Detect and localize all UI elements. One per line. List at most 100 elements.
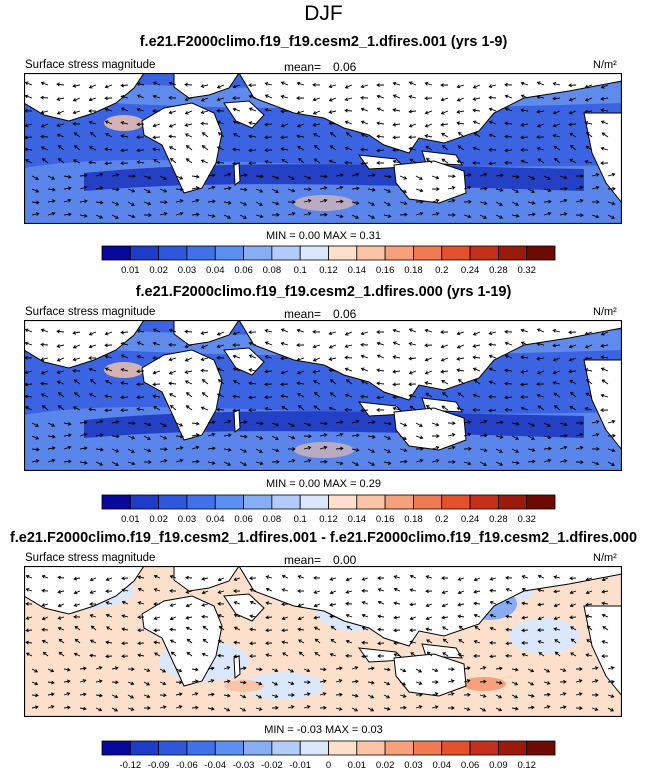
stress-vector-head [441,590,446,595]
stress-vector [120,331,129,334]
stress-vector [175,435,184,438]
stress-vector-head [339,432,344,437]
stress-vector-head [568,110,573,115]
land-mass [393,160,467,204]
stress-vector-head [120,94,125,99]
stress-vector-head [392,122,397,127]
stress-vector-head [355,201,360,205]
stress-vector-head [307,422,312,427]
stress-vector [120,84,129,87]
stress-vector-head [168,146,173,150]
stress-vector-head [328,368,332,373]
stress-vector [281,159,289,164]
colorbar-tick-label: 0.02 [149,265,168,276]
stress-vector-head [100,447,104,452]
stress-vector [409,394,417,398]
stress-vector-head [408,328,413,332]
stress-vector-head [162,681,167,686]
stress-vector [154,616,161,620]
stress-vector-head [66,679,71,684]
stress-vector-head [57,603,62,608]
stress-vector [511,448,519,453]
stress-vector [607,214,615,219]
stress-vector-head [386,681,391,686]
stress-vector [393,123,401,126]
stress-vector-head [297,146,301,150]
stress-vector-head [136,382,140,387]
stress-vector-head [131,461,136,466]
stress-vector-head [569,603,574,608]
stress-vector [601,109,609,112]
stress-vector [351,707,358,712]
stress-vector-head [312,344,317,349]
stress-vector-head [281,640,286,645]
stress-vector [495,201,503,206]
stress-vector [559,668,566,672]
stress-vector-head [472,393,477,398]
stress-vector-head [56,358,61,362]
stress-vector-head [243,420,248,424]
panel-title: f.e21.F2000climo.f19_f19.cesm2_1.dfires.… [9,530,638,546]
stress-vector-head [264,328,269,333]
colorbar-swatch [469,740,499,756]
stress-vector-head [115,202,120,206]
stress-vector [367,421,375,424]
stress-vector [26,588,33,592]
stress-vector [79,667,87,670]
stress-vector [479,707,486,712]
stress-vector [443,638,449,644]
stress-vector-head [440,83,444,88]
stress-vector [95,448,104,451]
stress-vector-head [35,459,40,463]
stress-vector-head [515,213,520,218]
stress-vector [127,201,135,206]
stress-vector [409,328,417,333]
stress-vector [346,379,353,385]
stress-vector-head [195,705,199,710]
colorbar-swatch [158,245,188,261]
stress-vector [201,110,209,114]
stress-vector-head [536,81,541,85]
stress-vector-head [346,625,351,630]
stress-vector [111,694,118,698]
stress-vector [457,407,465,411]
colorbar-tick-label: 0.12 [319,514,338,525]
mean-value: 0.06 [333,307,357,321]
stress-vector [281,406,289,411]
stress-vector [367,448,375,453]
stress-vector [586,379,593,385]
stress-vector [207,186,215,190]
stress-vector [527,706,535,709]
stress-vector [361,331,369,335]
stress-vector-head [376,94,381,99]
stress-vector [47,705,54,709]
stress-vector-head [130,681,135,686]
stress-vector [601,84,609,89]
stress-vector [106,577,113,581]
stress-vector-head [345,132,350,136]
stress-vector-head [226,693,231,698]
stress-vector-head [275,175,280,180]
stress-vector [223,201,231,204]
stress-vector [538,652,545,657]
stress-vector [121,342,129,346]
stress-vector-head [425,627,430,632]
stress-vector-head [360,408,364,413]
stress-vector-head [280,109,284,114]
stress-vector-head [468,446,472,451]
stress-vector-head [248,161,252,166]
stress-vector [329,357,337,360]
stress-vector [153,395,161,398]
stress-vector-head [313,391,318,396]
stress-vector-head [457,614,462,619]
stress-vector-head [596,447,600,451]
stress-vector [431,459,439,463]
stress-vector [58,651,65,657]
stress-vector [457,369,465,372]
stress-vector-head [323,186,328,190]
stress-vector-head [146,668,151,673]
stress-vector [568,370,577,373]
stress-vector [255,188,263,193]
stress-vector-head [275,448,280,453]
stress-vector [186,145,193,151]
